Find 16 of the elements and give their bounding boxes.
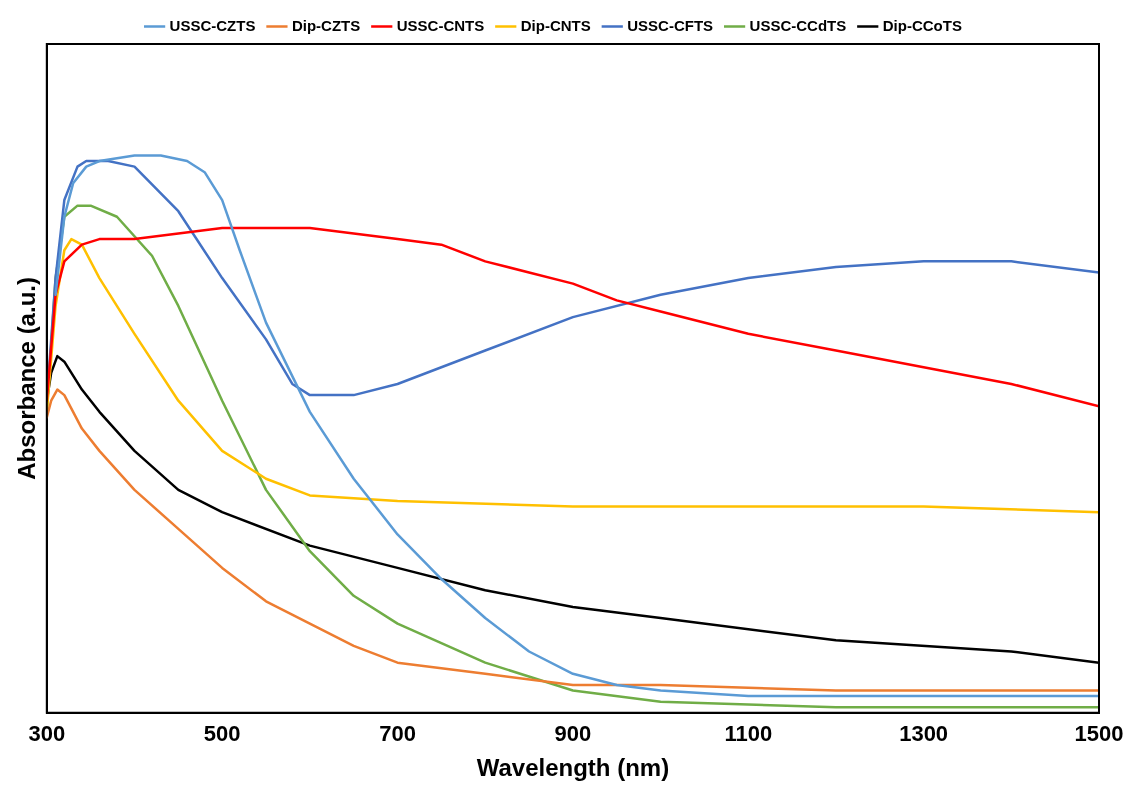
x-tick-label: 1300	[899, 721, 949, 747]
legend-label: Dip-CNTS	[520, 16, 591, 34]
x-tick-label: 900	[554, 721, 592, 747]
legend-label: USSC-CCdTS	[749, 16, 847, 34]
x-tick-label: 500	[203, 721, 241, 747]
x-tick-label: 1500	[1074, 721, 1124, 747]
legend-label: USSC-CZTS	[169, 16, 256, 34]
y-axis-title: Absorbance (a.u.)	[13, 277, 41, 480]
legend-label: USSC-CNTS	[396, 16, 485, 34]
x-tick-label: 1100	[724, 721, 773, 747]
x-tick-label: 700	[379, 721, 416, 747]
legend-label: Dip-CCoTS	[882, 16, 962, 34]
x-axis-title: Wavelength (nm)	[476, 754, 670, 782]
legend-label: USSC-CFTS	[627, 16, 714, 34]
x-tick-label: 300	[28, 721, 66, 747]
legend-label: Dip-CZTS	[291, 16, 361, 34]
